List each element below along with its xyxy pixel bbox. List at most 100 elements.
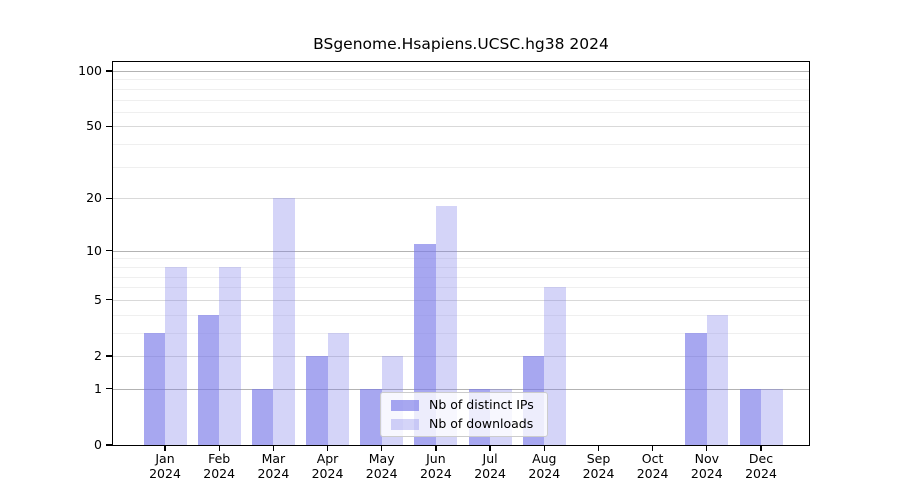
x-tick-month-jan: Jan bbox=[155, 451, 175, 466]
y-tick-1 bbox=[106, 388, 113, 390]
x-tick-year-may: 2024 bbox=[365, 465, 398, 481]
x-tick-jun bbox=[435, 445, 437, 451]
gridline-minor-40 bbox=[113, 144, 809, 146]
gridline-decade-10 bbox=[113, 250, 809, 252]
x-tick-year-sep: 2024 bbox=[582, 465, 615, 481]
x-tick-month-sep: Sep bbox=[586, 451, 611, 466]
gridline-minor-60 bbox=[113, 111, 809, 113]
x-tick-apr bbox=[326, 445, 329, 451]
x-tick-dec bbox=[760, 445, 762, 451]
x-tick-jul bbox=[489, 445, 491, 451]
x-tick-label-apr: Apr 2024 bbox=[296, 451, 360, 481]
bar-apr-distinct-ips bbox=[306, 356, 328, 445]
x-tick-month-apr: Apr bbox=[316, 451, 339, 466]
bar-dec-downloads bbox=[761, 388, 783, 445]
x-tick-month-dec: Dec bbox=[748, 451, 774, 466]
y-tick-100 bbox=[106, 70, 113, 72]
bar-apr-downloads bbox=[327, 332, 349, 445]
y-tick-label-10: 10 bbox=[86, 242, 102, 258]
gridline-minor-90 bbox=[113, 79, 809, 81]
x-tick-year-mar: 2024 bbox=[257, 465, 290, 481]
y-tick-label-0: 0 bbox=[94, 437, 102, 452]
y-tick-2 bbox=[106, 355, 113, 357]
y-tick-50 bbox=[106, 125, 113, 128]
x-tick-year-jul: 2024 bbox=[474, 465, 506, 481]
x-tick-month-feb: Feb bbox=[208, 451, 231, 466]
y-tick-label-20: 20 bbox=[86, 190, 102, 206]
bars-layer bbox=[113, 62, 809, 445]
x-tick-label-may: May 2024 bbox=[350, 451, 414, 481]
x-tick-year-apr: 2024 bbox=[311, 465, 344, 481]
x-tick-month-nov: Nov bbox=[694, 451, 719, 466]
gridline-minor-7 bbox=[113, 276, 809, 278]
x-tick-label-jan: Jan 2024 bbox=[133, 451, 197, 481]
x-tick-mar bbox=[272, 445, 274, 451]
x-tick-month-oct: Oct bbox=[641, 451, 664, 466]
x-tick-label-aug: Aug 2024 bbox=[512, 451, 576, 481]
bar-jan-downloads bbox=[165, 266, 187, 445]
x-tick-month-may: May bbox=[368, 451, 395, 466]
gridline-mid-5 bbox=[113, 299, 809, 301]
x-tick-label-feb: Feb 2024 bbox=[187, 451, 251, 481]
bar-jun-downloads bbox=[435, 206, 458, 445]
plot-area: Nb of distinct IPs Nb of downloads bbox=[112, 61, 810, 446]
gridline-minor-4 bbox=[113, 314, 809, 316]
x-tick-may bbox=[381, 445, 383, 451]
y-tick-20 bbox=[106, 197, 113, 199]
gridline-minor-30 bbox=[113, 166, 809, 168]
legend: Nb of distinct IPs Nb of downloads bbox=[380, 392, 548, 437]
gridline-mid-50 bbox=[113, 126, 809, 128]
legend-swatch-distinct-ips bbox=[391, 399, 419, 411]
legend-label-distinct-ips: Nb of distinct IPs bbox=[429, 397, 534, 412]
y-tick-label-5: 5 bbox=[94, 291, 102, 307]
x-tick-aug bbox=[543, 445, 545, 451]
bar-nov-distinct-ips bbox=[685, 332, 707, 445]
x-tick-sep bbox=[597, 445, 600, 451]
x-tick-label-jun: Jun 2024 bbox=[404, 451, 468, 481]
legend-entry-distinct-ips: Nb of distinct IPs bbox=[388, 397, 540, 413]
x-tick-year-dec: 2024 bbox=[745, 465, 777, 481]
gridline-minor-80 bbox=[113, 88, 809, 90]
x-tick-label-sep: Sep 2024 bbox=[567, 451, 631, 481]
x-tick-year-jun: 2024 bbox=[419, 465, 452, 481]
gridline-minor-70 bbox=[113, 99, 809, 101]
x-tick-nov bbox=[706, 445, 708, 451]
x-tick-feb bbox=[218, 445, 220, 451]
y-tick-label-1: 1 bbox=[94, 380, 102, 396]
gridline-decade-1 bbox=[113, 388, 809, 390]
bar-feb-downloads bbox=[219, 266, 241, 445]
x-tick-label-jul: Jul 2024 bbox=[458, 451, 522, 481]
x-tick-year-aug: 2024 bbox=[528, 465, 561, 481]
x-tick-month-aug: Aug bbox=[532, 451, 557, 466]
x-tick-year-feb: 2024 bbox=[203, 465, 236, 481]
x-tick-label-nov: Nov 2024 bbox=[675, 451, 739, 481]
y-tick-label-100: 100 bbox=[78, 63, 102, 78]
y-tick-0 bbox=[106, 444, 113, 446]
x-tick-year-oct: 2024 bbox=[636, 465, 669, 481]
legend-label-downloads: Nb of downloads bbox=[429, 416, 534, 431]
bar-may-distinct-ips bbox=[360, 388, 382, 445]
bar-mar-downloads bbox=[273, 198, 295, 445]
x-tick-month-jul: Jul bbox=[482, 451, 498, 466]
gridlines-layer bbox=[113, 62, 809, 445]
legend-entry-downloads: Nb of downloads bbox=[388, 416, 540, 432]
x-tick-label-dec: Dec 2024 bbox=[729, 451, 793, 481]
x-tick-year-nov: 2024 bbox=[690, 465, 723, 481]
y-tick-label-2: 2 bbox=[94, 348, 102, 363]
y-tick-10 bbox=[106, 250, 113, 252]
gridline-minor-8 bbox=[113, 266, 809, 268]
x-tick-label-mar: Mar 2024 bbox=[241, 451, 305, 481]
gridline-minor-3 bbox=[113, 332, 809, 334]
gridline-minor-9 bbox=[113, 258, 809, 260]
legend-swatch-downloads bbox=[391, 418, 419, 430]
gridline-mid-2 bbox=[113, 356, 809, 357]
x-tick-jan bbox=[164, 445, 166, 451]
x-tick-oct bbox=[652, 445, 654, 451]
x-tick-label-oct: Oct 2024 bbox=[621, 451, 685, 481]
gridline-decade-100 bbox=[113, 71, 809, 72]
chart-title: BSgenome.Hsapiens.UCSC.hg38 2024 bbox=[313, 35, 609, 53]
bar-feb-distinct-ips bbox=[197, 314, 220, 445]
bar-mar-distinct-ips bbox=[251, 388, 274, 445]
gridline-mid-20 bbox=[113, 198, 809, 200]
